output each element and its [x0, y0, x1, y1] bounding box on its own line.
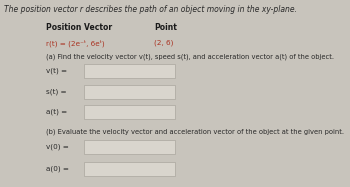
- Text: (2, 6): (2, 6): [154, 39, 173, 46]
- Text: a(0) =: a(0) =: [46, 166, 69, 172]
- FancyBboxPatch shape: [84, 140, 175, 154]
- FancyBboxPatch shape: [84, 162, 175, 176]
- Text: a(t) =: a(t) =: [46, 109, 67, 115]
- Text: Point: Point: [154, 23, 177, 32]
- FancyBboxPatch shape: [84, 105, 175, 119]
- Text: v(t) =: v(t) =: [46, 68, 66, 74]
- FancyBboxPatch shape: [84, 64, 175, 78]
- Text: r(t) = (2e⁻ᵗ, 6eᵗ): r(t) = (2e⁻ᵗ, 6eᵗ): [46, 39, 104, 47]
- Text: (b) Evaluate the velocity vector and acceleration vector of the object at the gi: (b) Evaluate the velocity vector and acc…: [46, 128, 343, 135]
- Text: Position Vector: Position Vector: [46, 23, 112, 32]
- FancyBboxPatch shape: [84, 85, 175, 99]
- Text: The position vector r describes the path of an object moving in the xy-plane.: The position vector r describes the path…: [4, 5, 296, 14]
- Text: s(t) =: s(t) =: [46, 88, 66, 95]
- Text: v(0) =: v(0) =: [46, 144, 68, 150]
- Text: (a) Find the velocity vector v(t), speed s(t), and acceleration vector a(t) of t: (a) Find the velocity vector v(t), speed…: [46, 53, 334, 60]
